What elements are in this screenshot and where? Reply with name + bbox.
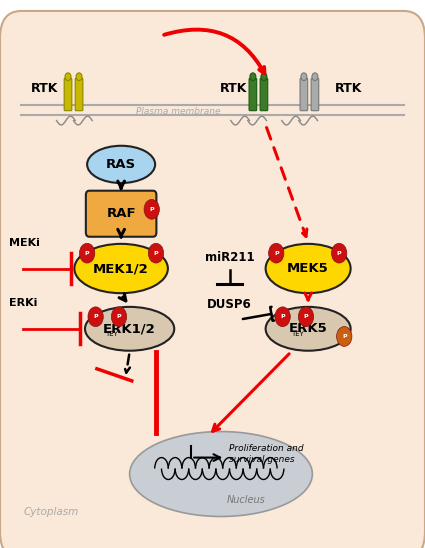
Text: P: P [342,334,346,339]
Circle shape [79,243,95,263]
Circle shape [88,307,103,327]
Text: ERK5: ERK5 [289,322,328,335]
Circle shape [261,73,267,81]
Text: ERK1/2: ERK1/2 [103,322,156,335]
Circle shape [332,243,347,263]
Text: RTK: RTK [31,82,58,95]
Circle shape [298,307,314,327]
Text: Cytoplasm: Cytoplasm [23,507,79,517]
Text: TEY: TEY [291,332,304,337]
FancyBboxPatch shape [260,78,268,111]
Text: P: P [337,250,341,256]
FancyBboxPatch shape [249,78,257,111]
Text: ERKi: ERKi [8,298,37,308]
Ellipse shape [74,244,168,293]
Text: Plasma membrane: Plasma membrane [136,107,221,116]
Text: RTK: RTK [220,82,247,95]
Ellipse shape [87,146,155,183]
Text: P: P [304,314,308,319]
Text: Proliferation and: Proliferation and [229,444,303,453]
Text: P: P [154,250,158,256]
Ellipse shape [266,244,351,293]
FancyBboxPatch shape [0,11,425,548]
Circle shape [144,199,159,219]
Circle shape [111,307,127,327]
Ellipse shape [130,432,312,516]
Text: MEK5: MEK5 [287,262,329,275]
FancyBboxPatch shape [311,78,319,111]
Circle shape [337,327,352,346]
FancyBboxPatch shape [86,191,156,237]
Text: TEY: TEY [105,332,118,337]
Circle shape [148,243,164,263]
Circle shape [301,73,307,81]
Circle shape [250,73,256,81]
FancyBboxPatch shape [300,78,308,111]
Text: MEK1/2: MEK1/2 [93,262,149,275]
Text: RAF: RAF [106,207,136,220]
Text: P: P [280,314,285,319]
Circle shape [269,243,284,263]
Text: P: P [85,250,89,256]
Circle shape [312,73,318,81]
Circle shape [65,73,71,81]
Text: P: P [117,314,121,319]
Text: RAS: RAS [106,158,136,171]
Circle shape [275,307,290,327]
Text: Nucleus: Nucleus [227,495,266,505]
Text: P: P [150,207,154,212]
Text: RTK: RTK [335,82,362,95]
Text: P: P [94,314,98,319]
Text: DUSP6: DUSP6 [207,298,252,311]
FancyBboxPatch shape [75,78,83,111]
FancyBboxPatch shape [64,78,72,111]
Text: miR211: miR211 [205,251,254,264]
Text: MEKi: MEKi [8,237,40,248]
Ellipse shape [266,307,351,351]
Circle shape [76,73,82,81]
Ellipse shape [85,307,174,351]
Text: P: P [274,250,278,256]
Text: survival genes: survival genes [229,455,294,464]
